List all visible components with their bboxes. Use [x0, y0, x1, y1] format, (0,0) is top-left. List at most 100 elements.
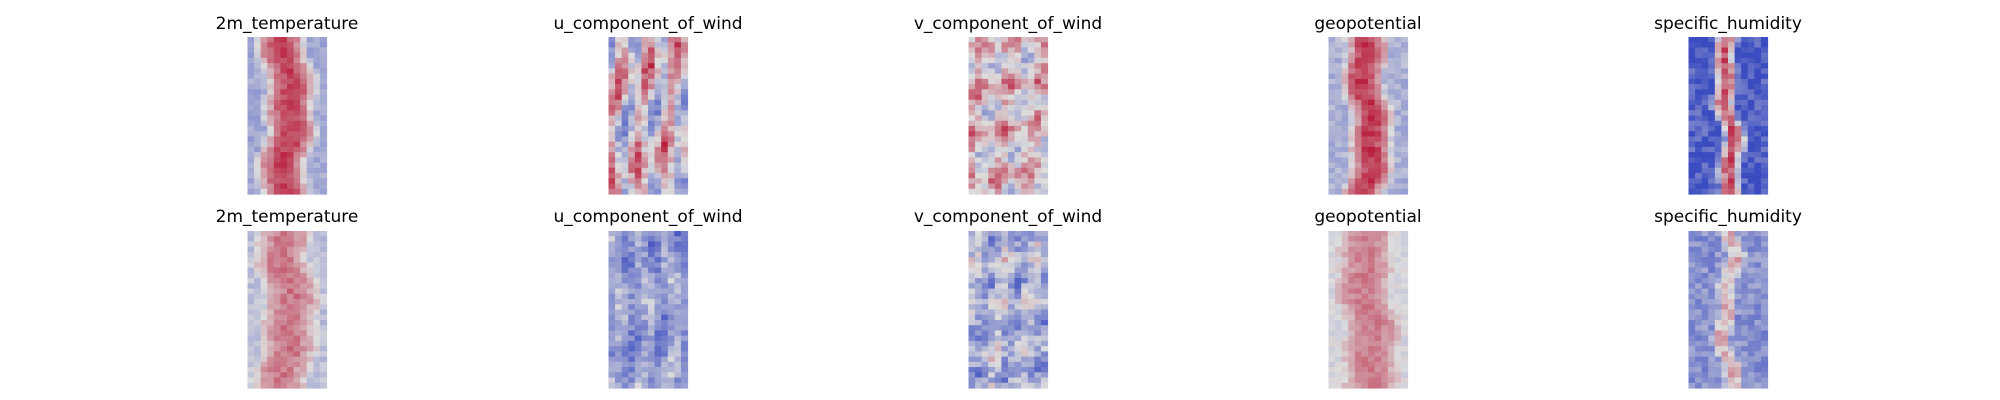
heatmap-cell: [1374, 346, 1382, 352]
heatmap-cell: [1721, 377, 1729, 384]
heatmap-cell: [1708, 325, 1716, 332]
heatmap-cell: [1688, 183, 1696, 190]
heatmap-cell: [1721, 340, 1729, 347]
heatmap-cell: [667, 136, 675, 143]
panel-title: 2m_temperature: [216, 207, 359, 227]
heatmap-cell: [1001, 78, 1009, 85]
heatmap-cell: [313, 272, 321, 279]
heatmap-cell: [1374, 178, 1382, 185]
heatmap-cell: [1701, 372, 1709, 379]
heatmap-cell: [1008, 152, 1016, 158]
heatmap-cell: [287, 173, 295, 179]
heatmap-cell: [975, 267, 983, 274]
heatmap-cell: [994, 110, 1003, 117]
heatmap-cell: [1400, 382, 1409, 389]
heatmap-cell: [1341, 325, 1349, 332]
heatmap-cell: [615, 246, 623, 253]
heatmap-cell: [667, 293, 675, 300]
heatmap-cell: [1014, 293, 1022, 300]
heatmap-cell: [641, 68, 649, 75]
heatmap-cell: [260, 367, 268, 373]
heatmap-cell: [667, 141, 675, 148]
heatmap-cell: [287, 267, 295, 274]
heatmap-cell: [1040, 246, 1049, 253]
heatmap-cell: [1021, 251, 1029, 258]
heatmap-cell: [1361, 68, 1369, 75]
heatmap-cell: [1335, 84, 1343, 90]
heatmap-cell: [1760, 146, 1769, 153]
heatmap-cell: [1341, 231, 1349, 237]
heatmap-cell: [1741, 42, 1749, 49]
heatmap-cell: [1708, 377, 1716, 384]
heatmap-cell: [1374, 136, 1382, 143]
heatmap-cell: [1400, 351, 1409, 358]
heatmap-cell: [319, 37, 328, 43]
heatmap-cell: [667, 335, 675, 342]
heatmap-cell: [1381, 183, 1389, 190]
heatmap-cell: [1728, 272, 1736, 279]
heatmap-cell: [1027, 272, 1035, 279]
heatmap-cell: [1368, 361, 1376, 368]
heatmap-cell: [1695, 288, 1703, 295]
heatmap-cell: [654, 188, 662, 195]
heatmap-cell: [306, 146, 314, 153]
heatmap-cell: [1714, 267, 1723, 274]
heatmap-cell: [608, 314, 616, 321]
heatmap-cell: [1008, 63, 1016, 69]
heatmap-cell: [280, 125, 288, 132]
heatmap-cell: [254, 178, 262, 185]
heatmap-cell: [313, 236, 321, 243]
heatmap-cell: [667, 272, 675, 279]
heatmap-cell: [1341, 37, 1349, 43]
heatmap-cell: [267, 251, 275, 258]
heatmap-cell: [674, 257, 682, 263]
heatmap-cell: [1374, 37, 1382, 43]
heatmap-cell: [1701, 351, 1709, 358]
heatmap-cell: [680, 330, 689, 337]
heatmap-cell: [1708, 57, 1716, 64]
heatmap-cell: [968, 115, 976, 122]
heatmap-cell: [1374, 167, 1382, 174]
heatmap-cell: [293, 37, 301, 43]
heatmap-cell: [988, 278, 996, 284]
heatmap-cell: [254, 241, 262, 248]
heatmap-cell: [1008, 262, 1016, 269]
heatmap-cell: [988, 257, 996, 263]
heatmap-cell: [1361, 110, 1369, 117]
heatmap-cell: [280, 110, 288, 117]
heatmap-cell: [1747, 162, 1755, 169]
heatmap-cell: [621, 57, 629, 64]
heatmap-cell: [1348, 57, 1356, 64]
heatmap-cell: [1695, 367, 1703, 373]
heatmap-cell: [994, 382, 1003, 389]
heatmap-image: [247, 37, 328, 195]
heatmap-cell: [1381, 319, 1389, 326]
heatmap-cell: [1387, 299, 1395, 305]
heatmap-cell: [1721, 78, 1729, 85]
heatmap-cell: [1361, 325, 1369, 332]
heatmap-cell: [247, 78, 255, 85]
heatmap-cell: [267, 157, 275, 164]
heatmap-cell: [680, 178, 689, 185]
heatmap-cell: [628, 63, 636, 69]
heatmap-cell: [254, 78, 262, 85]
heatmap-cell: [300, 99, 308, 106]
heatmap-cell: [641, 330, 649, 337]
heatmap-cell: [1008, 288, 1016, 295]
heatmap-cell: [267, 346, 275, 352]
heatmap-cell: [306, 47, 314, 54]
heatmap-cell: [254, 57, 262, 64]
heatmap-cell: [1034, 330, 1042, 337]
heatmap-cell: [988, 73, 996, 80]
heatmap-cell: [641, 335, 649, 342]
heatmap-cell: [674, 231, 682, 237]
heatmap-cell: [1348, 105, 1356, 111]
heatmap-cell: [981, 136, 989, 143]
heatmap-cell: [1381, 47, 1389, 54]
heatmap-cell: [634, 377, 643, 384]
heatmap-cell: [1760, 110, 1769, 117]
heatmap-cell: [1754, 167, 1762, 174]
heatmap-cell: [621, 146, 629, 153]
heatmap-cell: [988, 183, 996, 190]
heatmap-cell: [1688, 162, 1696, 169]
